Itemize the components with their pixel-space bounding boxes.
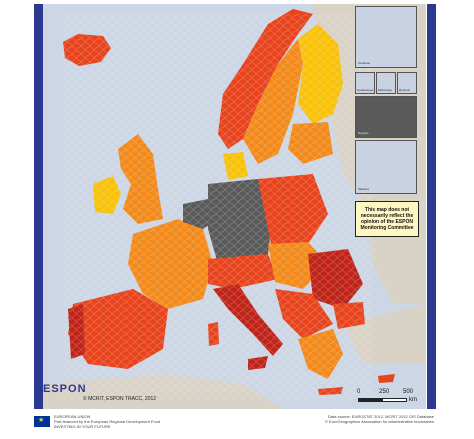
eu-funding-note: EUROPEAN UNION Part-financed by the Euro… [54,414,160,429]
scale-unit: km [409,397,417,403]
inset-label: Canarias [358,61,371,65]
scale-segment-1 [358,398,382,402]
frame-left-bar [34,4,43,409]
scale-tick-2: 500 [403,389,414,395]
europe-map [43,4,426,409]
data-source-note: Data source: EUROSTAT 2012, MCRIT 2012 G… [325,414,434,424]
inset-label: Madeira [358,187,369,191]
scale-segment-2 [382,398,407,402]
source-line-2: © EuroGeographics Association for admini… [324,419,434,424]
inset-canarias: Canarias [355,6,417,68]
inset-reunion: Réunion [397,72,417,94]
region-cyprus [378,374,395,383]
inset-label: Guadeloupe [357,88,374,92]
scale-tick-1: 250 [379,389,390,395]
inset-label: Guyane [358,131,369,135]
scale-tick-0: 0 [357,389,361,395]
inset-label: Réunion [399,88,411,92]
source-line-1: Data source: EUROSTAT 2012, MCRIT 2012 G… [328,414,434,419]
scale-bar: 0 250 500 km [357,386,423,408]
eu-line-3: INVESTING IN YOUR FUTURE [54,424,111,429]
inset-madeira: Madeira [355,140,417,194]
eu-flag-icon: ★ [34,416,50,427]
inset-martinique: Martinique [376,72,396,94]
inset-guadeloupe: Guadeloupe [355,72,375,94]
disclaimer-box: This map does not necessarily reflect th… [355,201,419,237]
inset-guyane: Guyane [355,96,417,138]
copyright: © MCRIT, ESPON TRACC, 2012 [83,396,157,402]
eu-line-2: Part-financed by the European Regional D… [54,419,161,424]
espon-logo: ESPON [43,382,87,396]
espon-logo-text: ESPON [43,383,87,395]
map-frame: Canarias Guadeloupe Martinique Réunion G… [43,4,426,409]
eu-line-1: EUROPEAN UNION [54,414,91,419]
frame-right-bar [427,4,436,409]
inset-label: Martinique [378,88,393,92]
